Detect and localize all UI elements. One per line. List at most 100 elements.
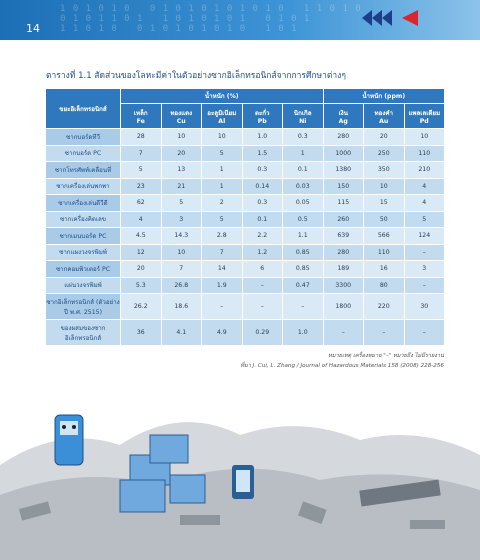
column-header: เงิน Ag xyxy=(322,103,364,129)
column-header: นิกเกิล Ni xyxy=(282,103,324,129)
column-symbol: Ag xyxy=(338,117,348,125)
cell: 0.3 xyxy=(241,161,283,179)
subheader-row: เหล็ก Fe ทองแดง Cu อะลูมิเนียม Al ตะกั่ว Pb นิกเ… xyxy=(46,103,445,129)
cell: 0.14 xyxy=(241,177,283,195)
cell: 1 xyxy=(282,144,324,162)
table-row: ซากอิเล็กทรอนิกส์ (ตัวอย่างปี พ.ศ. 2515)… xyxy=(45,293,445,320)
cell: 21 xyxy=(160,177,202,195)
cell: 4.9 xyxy=(201,319,243,346)
cell: 2.8 xyxy=(201,227,243,245)
cell: 639 xyxy=(322,227,364,245)
column-symbol: Cu xyxy=(176,117,186,125)
cell: – xyxy=(403,319,445,346)
table-note: หมายเหตุ เครื่องหมาย "–" หมายถึง ไม่มีรา… xyxy=(328,353,444,359)
group-header: น้ำหนัก (%) xyxy=(120,88,324,104)
cell: 4.1 xyxy=(160,319,202,346)
table-row: แผ่นวงจรพิมพ์ 5.3 26.8 1.9–0.47 3300 80– xyxy=(45,276,445,294)
table-row: ซากเครื่องคิดเลข 4 3 5 0.1 0.5 260 50 5 xyxy=(45,210,445,228)
cell: 10 xyxy=(201,128,243,146)
cell: 1.0 xyxy=(241,128,283,146)
cell: 280 xyxy=(322,243,364,261)
cell: 1380 xyxy=(322,161,364,179)
header-row: ขยะอิเล็กทรอนิกส์ น้ำหนัก (%) น้ำหนัก (ppm… xyxy=(45,88,445,129)
cell: 5 xyxy=(403,210,445,228)
column-symbol: Au xyxy=(379,117,389,125)
header-banner xyxy=(0,0,480,40)
cell: 350 xyxy=(363,161,405,179)
column-symbol: Pb xyxy=(257,117,267,125)
cell: 115 xyxy=(322,194,364,212)
cell: 3300 xyxy=(322,276,364,294)
cell: 0.05 xyxy=(282,194,324,212)
column-name: เงิน xyxy=(338,109,348,117)
cell: 23 xyxy=(120,177,162,195)
row-label: ซากโทรศัพท์เคลื่อนที่ xyxy=(45,161,121,179)
cell: – xyxy=(241,276,283,294)
table-row: ของผสมของซากอิเล็กทรอนิกส์ 36 4.1 4.9 0.29 1.… xyxy=(45,319,445,346)
cell: 1.1 xyxy=(282,227,324,245)
row-label: ซากเครื่องคิดเลข xyxy=(45,210,121,228)
cell: 5 xyxy=(201,210,243,228)
table-row: ซากเครื่องเล่นพกพา 23 21 1 0.14 0.03 150 10 4 xyxy=(45,177,445,195)
column-header: เหล็ก Fe xyxy=(120,103,162,129)
cell: 26.8 xyxy=(160,276,202,294)
column-symbol: Fe xyxy=(136,117,145,125)
cell: 36 xyxy=(120,319,162,346)
row-label: แผ่นวงจรพิมพ์ xyxy=(45,276,121,294)
cell: 2.2 xyxy=(241,227,283,245)
row-label: ซากอิเล็กทรอนิกส์ (ตัวอย่างปี พ.ศ. 2515) xyxy=(45,293,121,320)
cell: 18.6 xyxy=(160,293,202,320)
cell: 2 xyxy=(201,194,243,212)
cell: 1.9 xyxy=(201,276,243,294)
cell: 10 xyxy=(160,128,202,146)
group-header: น้ำหนัก (ppm) xyxy=(322,88,445,104)
row-label: ซากบอร์ด PC xyxy=(45,144,121,162)
cell: 1.0 xyxy=(282,319,324,346)
cell: 7 xyxy=(201,243,243,261)
cell: 26.2 xyxy=(120,293,162,320)
page-number: 14 xyxy=(26,22,40,35)
cell: 5 xyxy=(160,194,202,212)
cell: 250 xyxy=(363,144,405,162)
column-header: ทองแดง Cu xyxy=(160,103,202,129)
cell: 12 xyxy=(120,243,162,261)
cell: 10 xyxy=(363,177,405,195)
row-label: ของผสมของซากอิเล็กทรอนิกส์ xyxy=(45,319,121,346)
cell: 16 xyxy=(363,260,405,278)
column-name: เหล็ก xyxy=(133,109,148,117)
column-symbol: Pd xyxy=(419,117,429,125)
column-symbol: Al xyxy=(218,117,226,125)
cell: 20 xyxy=(160,144,202,162)
column-name: นิกเกิล xyxy=(293,109,312,117)
cell: 1 xyxy=(201,161,243,179)
column-header: ตะกั่ว Pb xyxy=(241,103,283,129)
column-name: ทองคำ xyxy=(374,109,393,117)
row-label: ซากเครื่องเล่นพกพา xyxy=(45,177,121,195)
cell: 566 xyxy=(363,227,405,245)
cell: 4 xyxy=(403,194,445,212)
cell: 110 xyxy=(363,243,405,261)
row-label: ซากเครื่องเล่นดีวีดี xyxy=(45,194,121,212)
cell: 6 xyxy=(241,260,283,278)
cell: 0.1 xyxy=(241,210,283,228)
cell: 0.85 xyxy=(282,243,324,261)
table-caption: ตารางที่ 1.1 สัดส่วนของโลหะมีค่าในตัวอย่… xyxy=(46,71,346,81)
cell: 20 xyxy=(120,260,162,278)
cell: – xyxy=(241,293,283,320)
binary-decoration: 1 0 1 0 1 0 0 1 0 1 0 1 0 1 0 1 0 1 1 0 … xyxy=(60,4,362,34)
cell: 4 xyxy=(403,177,445,195)
column-name: อะลูมิเนียม xyxy=(207,109,237,117)
column-header: อะลูมิเนียม Al xyxy=(201,103,243,129)
column-header: ทองคำ Au xyxy=(363,103,405,129)
cell: 1800 xyxy=(322,293,364,320)
cell: 0.85 xyxy=(282,260,324,278)
table-row: ซากโทรศัพท์เคลื่อนที่ 5 13 1 0.3 0.1 1380 350 21… xyxy=(45,161,445,179)
cell: – xyxy=(282,293,324,320)
cell: 0.5 xyxy=(282,210,324,228)
cell: 0.29 xyxy=(241,319,283,346)
cell: 7 xyxy=(120,144,162,162)
table-row: ซากแผงวงจรพิมพ์ 12 10 7 1.2 0.85 280 110– xyxy=(45,243,445,261)
cell: 13 xyxy=(160,161,202,179)
cell: – xyxy=(201,293,243,320)
cell: 14.3 xyxy=(160,227,202,245)
